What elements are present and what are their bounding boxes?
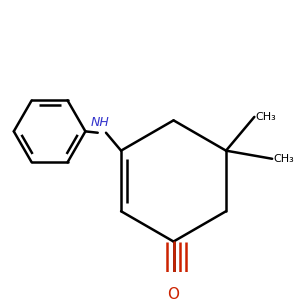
Text: NH: NH: [91, 116, 110, 129]
Text: O: O: [167, 287, 179, 300]
Text: CH₃: CH₃: [274, 154, 294, 164]
Text: CH₃: CH₃: [256, 112, 277, 122]
